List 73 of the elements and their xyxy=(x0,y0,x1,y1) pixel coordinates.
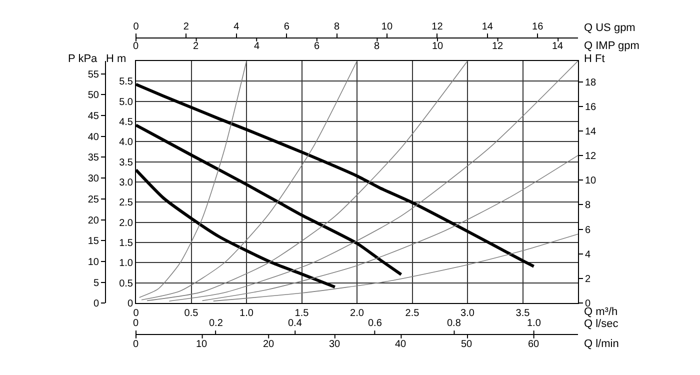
y2-tick-label: 14 xyxy=(585,126,597,138)
x2-tick-label: 6 xyxy=(284,21,290,32)
y-tick-label: 3.5 xyxy=(119,157,134,168)
x2-tick-label: 8 xyxy=(334,21,340,32)
y-tick-label: 1.0 xyxy=(119,258,134,270)
x-tick-label: 0.5 xyxy=(184,308,199,320)
y3-tick-label: 35 xyxy=(88,152,100,164)
y-tick-label: 2.5 xyxy=(119,198,134,209)
y3-tick-label: 55 xyxy=(88,69,100,80)
y3-axis-title: P kPa xyxy=(68,53,98,65)
y-tick-label: 4.5 xyxy=(119,117,134,128)
y-tick-label: 5.0 xyxy=(119,96,134,108)
y-tick-label: 0.5 xyxy=(119,278,134,290)
y2-tick-label: 16 xyxy=(585,102,597,113)
y-axis-title: H m xyxy=(106,53,126,65)
y3-tick-label: 40 xyxy=(88,132,100,143)
y-tick-label: 1.5 xyxy=(119,238,134,250)
y2-tick-label: 10 xyxy=(585,176,597,187)
text: 10 xyxy=(196,339,208,350)
y2-axis-title: H Ft xyxy=(584,53,605,65)
x2-tick-label: 14 xyxy=(482,21,494,32)
x-tick-label: 1.0 xyxy=(240,308,254,320)
text: 0.4 xyxy=(288,318,302,329)
x-tick-label: 3.0 xyxy=(460,308,475,320)
x2-tick-label: 10 xyxy=(381,21,393,32)
text: 6 xyxy=(314,41,320,52)
x2-axis-title: Q US gpm xyxy=(584,22,636,34)
y3-tick-label: 10 xyxy=(88,256,100,268)
text: 60 xyxy=(528,339,540,350)
text: 2 xyxy=(193,41,199,52)
y3-tick-label: 0 xyxy=(93,298,100,310)
x2-tick-label: 12 xyxy=(432,21,444,32)
x2-tick-label: 16 xyxy=(532,21,544,32)
text: 0.2 xyxy=(209,318,224,329)
text: 50 xyxy=(461,339,473,350)
x2-tick-label: 4 xyxy=(234,21,240,32)
y3-tick-label: 5 xyxy=(93,278,100,289)
y3-tick-label: 50 xyxy=(88,90,100,102)
text: 12 xyxy=(492,41,504,52)
x-tick-label: 3.5 xyxy=(516,308,530,320)
y-tick-label: 3.0 xyxy=(119,178,134,189)
text: 20 xyxy=(263,339,275,350)
text: Q l/sec xyxy=(584,318,619,330)
y-tick-label: 4.0 xyxy=(119,137,134,148)
y3-tick-label: 20 xyxy=(88,215,100,226)
x-tick-label: 2.0 xyxy=(350,308,364,320)
y3-tick-label: 15 xyxy=(88,236,100,248)
y3-tick-label: 25 xyxy=(88,194,100,206)
x-tick-label: 2.5 xyxy=(405,308,420,320)
y-tick-label: 0 xyxy=(127,298,134,310)
x2-tick-label: 2 xyxy=(183,21,190,32)
y2-tick-label: 8 xyxy=(585,200,591,212)
text: 30 xyxy=(329,339,341,350)
y2-tick-label: 12 xyxy=(585,151,597,162)
text: Q IMP gpm xyxy=(584,40,640,52)
y2-tick-label: 2 xyxy=(585,274,591,286)
y3-tick-label: 30 xyxy=(88,174,100,185)
text: 14 xyxy=(552,41,564,52)
text: 0.6 xyxy=(368,318,382,329)
y2-tick-label: 18 xyxy=(585,77,597,88)
text: 1.0 xyxy=(527,318,542,329)
y-tick-label: 5.5 xyxy=(119,76,134,88)
x-tick-label: 1.5 xyxy=(294,308,310,320)
text: 40 xyxy=(395,339,407,350)
text: 8 xyxy=(374,41,380,52)
text: 4 xyxy=(254,41,260,52)
y-tick-label: 2.0 xyxy=(119,218,134,229)
y2-tick-label: 6 xyxy=(585,224,591,236)
text: Q l/min xyxy=(584,338,619,350)
text: 10 xyxy=(432,41,444,52)
text: 0.8 xyxy=(447,318,462,329)
y3-tick-label: 45 xyxy=(88,111,100,122)
y2-tick-label: 4 xyxy=(585,249,591,260)
